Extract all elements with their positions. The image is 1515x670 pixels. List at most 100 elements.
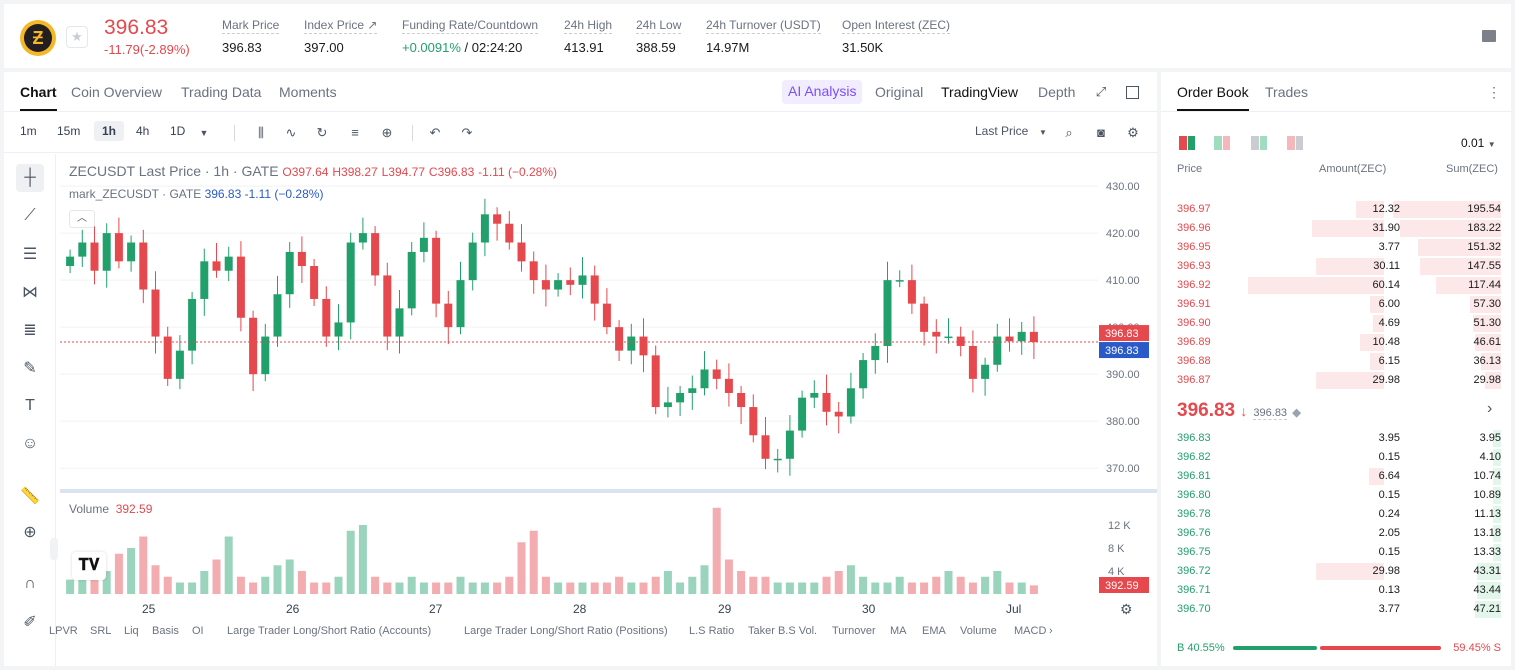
favorite-star-icon[interactable]: ★	[66, 26, 88, 48]
pencil-lock-icon[interactable]: ✐	[23, 614, 37, 631]
bid-row[interactable]: 396.76 2.05 13.18	[1161, 524, 1511, 543]
bid-row[interactable]: 396.78 0.24 11.13	[1161, 505, 1511, 524]
ask-row[interactable]: 396.91 6.00 57.30	[1161, 295, 1511, 314]
view-original[interactable]: Original	[875, 84, 924, 100]
indicator-icon[interactable]: ∿	[285, 125, 297, 140]
chevron-right-icon[interactable]: ›	[1487, 400, 1493, 417]
ask-row[interactable]: 396.96 31.90 183.22	[1161, 219, 1511, 238]
crosshair-icon[interactable]: ┼	[16, 164, 44, 192]
interval-1d[interactable]: 1D	[170, 124, 186, 138]
indicator-liq[interactable]: Liq	[124, 625, 139, 637]
volume-bar	[297, 571, 306, 594]
undo-icon[interactable]: ↶	[429, 125, 441, 140]
tab-order-book[interactable]: Order Book	[1177, 84, 1249, 111]
more-icon[interactable]: ⋮	[1487, 84, 1501, 100]
collapse-legend-button[interactable]: ︿	[69, 210, 95, 228]
window-icon[interactable]	[1126, 86, 1139, 99]
notebook-icon[interactable]	[1482, 30, 1496, 42]
indicator-volume[interactable]: Volume	[960, 625, 997, 637]
trendline-icon[interactable]: ⟋	[24, 207, 36, 224]
indicator-lpvr[interactable]: LPVR	[49, 625, 78, 637]
price-chart[interactable]: 430.00 420.00 410.00 400.00 390.00 380.00 370.…	[4, 72, 1157, 666]
price-type-select[interactable]: Last Price	[975, 124, 1029, 138]
precision-select[interactable]: 0.01 ▼	[1461, 136, 1496, 150]
bid-row[interactable]: 396.72 29.98 43.31	[1161, 562, 1511, 581]
indicator-ma[interactable]: MA	[890, 625, 907, 637]
expand-icon[interactable]: ⤢	[1095, 84, 1107, 99]
add-indicator-icon[interactable]: ⊕	[381, 125, 393, 140]
candle-body	[200, 261, 209, 299]
ask-row[interactable]: 396.97 12.32 195.54	[1161, 200, 1511, 219]
book-both-icon[interactable]	[1179, 136, 1195, 150]
replay-icon[interactable]: ↻	[316, 125, 328, 140]
interval-4h[interactable]: 4h	[136, 124, 150, 138]
emoji-icon[interactable]: ☺	[21, 435, 39, 452]
interval-1h[interactable]: 1h	[94, 121, 125, 141]
price-tick-label: 400.00	[1106, 322, 1140, 334]
horizontal-lines-icon[interactable]: ☰	[22, 246, 38, 263]
zoom-in-icon[interactable]: ⊕	[23, 524, 37, 541]
zcash-logo-icon: Ƶ	[20, 20, 56, 56]
tradingview-logo-icon[interactable]: 𝐓𝐕	[72, 552, 106, 580]
ask-row[interactable]: 396.92 60.14 117.44	[1161, 276, 1511, 295]
ai-analysis-button[interactable]: AI Analysis	[782, 80, 863, 104]
tab-trading-data[interactable]: Trading Data	[181, 84, 262, 100]
pattern-icon[interactable]: ⋈	[22, 284, 38, 301]
ask-row[interactable]: 396.90 4.69 51.30	[1161, 314, 1511, 333]
redo-icon[interactable]: ↷	[461, 125, 473, 140]
ask-row[interactable]: 396.87 29.98 29.98	[1161, 371, 1511, 390]
indicator-turnover[interactable]: Turnover	[832, 625, 876, 637]
indicator-basis[interactable]: Basis	[152, 625, 179, 637]
candle-type-icon[interactable]: ⫼	[258, 125, 264, 140]
candle-body	[322, 298, 331, 337]
time-tick-label: 27	[429, 602, 443, 616]
indicator-ema[interactable]: EMA	[922, 625, 946, 637]
indicator-macd[interactable]: MACD	[1014, 625, 1047, 637]
bid-row[interactable]: 396.82 0.15 4.10	[1161, 448, 1511, 467]
fib-icon[interactable]: ≣	[23, 322, 37, 339]
bid-row[interactable]: 396.83 3.95 3.95	[1161, 429, 1511, 448]
magnet-icon[interactable]: ∩	[24, 575, 36, 592]
bid-row[interactable]: 396.70 3.77 47.21	[1161, 600, 1511, 619]
ruler-icon[interactable]: 📏	[20, 488, 40, 505]
volume-bar	[578, 582, 587, 594]
tab-chart[interactable]: Chart	[20, 84, 57, 111]
indicator-lt-positions[interactable]: Large Trader Long/Short Ratio (Positions…	[464, 625, 668, 637]
indicator-srl[interactable]: SRL	[90, 625, 112, 637]
chevron-right-icon[interactable]: ›	[1049, 625, 1053, 637]
view-tradingview[interactable]: TradingView	[941, 84, 1019, 100]
amount-cell: 60.14	[1372, 279, 1400, 291]
ask-row[interactable]: 396.89 10.48 46.61	[1161, 333, 1511, 352]
chevron-down-icon[interactable]: ▼	[199, 128, 209, 138]
gear-icon[interactable]: ⚙	[1127, 125, 1139, 140]
indicator-lt-accounts[interactable]: Large Trader Long/Short Ratio (Accounts)	[227, 625, 432, 637]
brush-icon[interactable]: ✎	[23, 360, 37, 377]
book-asks-only-icon[interactable]	[1287, 136, 1303, 150]
stat-index-price[interactable]: Index Price ↗ 397.00	[304, 18, 378, 55]
book-sell-only-icon[interactable]	[1214, 136, 1230, 150]
ask-row[interactable]: 396.95 3.77 151.32	[1161, 238, 1511, 257]
volume-bar	[981, 576, 990, 594]
bid-row[interactable]: 396.71 0.13 43.44	[1161, 581, 1511, 600]
volume-bar	[688, 576, 697, 594]
bid-row[interactable]: 396.75 0.15 13.33	[1161, 543, 1511, 562]
tab-trades[interactable]: Trades	[1265, 84, 1309, 100]
chevron-down-icon[interactable]: ▼	[1039, 128, 1047, 137]
camera-icon[interactable]: ◙	[1097, 125, 1105, 140]
tab-moments[interactable]: Moments	[279, 84, 337, 100]
text-tool-icon[interactable]: T	[25, 397, 35, 414]
ask-row[interactable]: 396.93 30.11 147.55	[1161, 257, 1511, 276]
ask-row[interactable]: 396.88 6.15 36.13	[1161, 352, 1511, 371]
template-icon[interactable]: ≡	[351, 125, 359, 140]
bid-row[interactable]: 396.80 0.15 10.89	[1161, 486, 1511, 505]
bid-row[interactable]: 396.81 6.64 10.74	[1161, 467, 1511, 486]
indicator-oi[interactable]: OI	[192, 625, 204, 637]
tab-coin-overview[interactable]: Coin Overview	[71, 84, 163, 100]
interval-15m[interactable]: 15m	[57, 124, 81, 138]
view-depth[interactable]: Depth	[1038, 84, 1076, 100]
interval-1m[interactable]: 1m	[20, 124, 37, 138]
indicator-taker-vol[interactable]: Taker B.S Vol.	[748, 625, 818, 637]
search-icon[interactable]: ⌕	[1065, 125, 1073, 140]
indicator-ls-ratio[interactable]: L.S Ratio	[689, 625, 735, 637]
book-buy-only-icon[interactable]	[1251, 136, 1267, 150]
